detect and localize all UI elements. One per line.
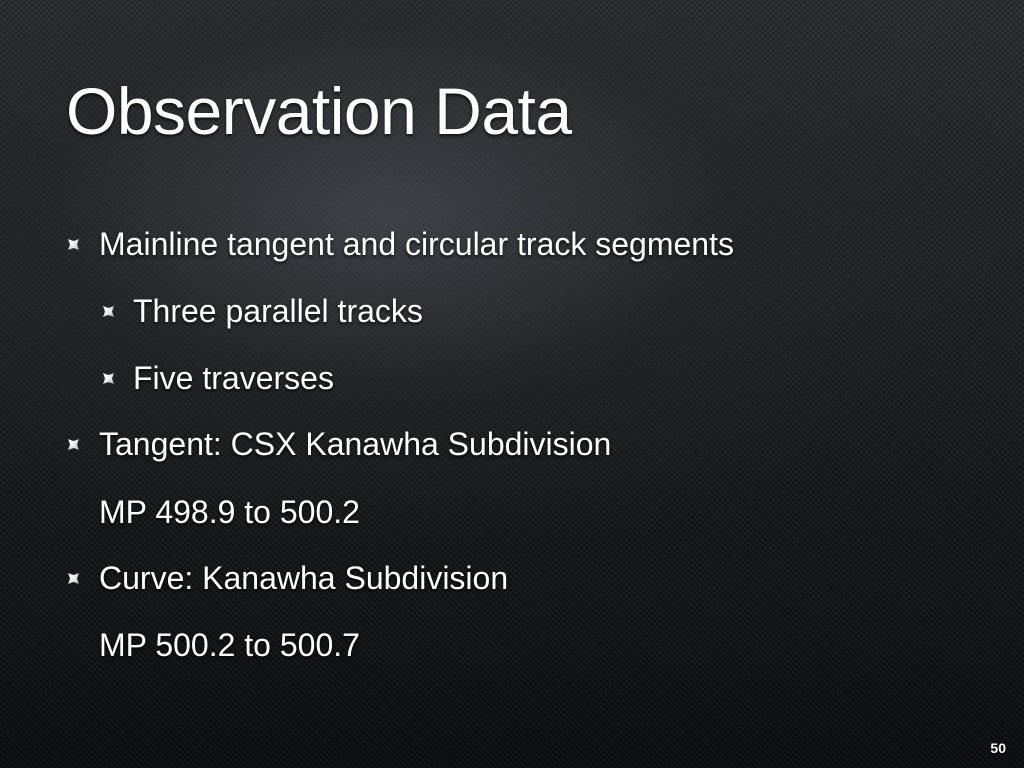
bullet-text: Tangent: CSX Kanawha Subdivision	[99, 426, 612, 462]
bullet-marker-icon	[68, 239, 79, 250]
bullet-marker-icon	[103, 306, 114, 317]
bullet-text: MP 498.9 to 500.2	[99, 494, 360, 530]
bullet-text: Three parallel tracks	[133, 293, 423, 329]
slide-title: Observation Data	[66, 74, 572, 148]
bullet-text: Curve: Kanawha Subdivision	[99, 560, 509, 596]
bullet-marker-icon	[103, 373, 114, 384]
bullet-marker-icon	[68, 573, 79, 584]
page-number: 50	[990, 740, 1006, 756]
bullet-text: Five traverses	[133, 360, 334, 396]
bullet-text: Mainline tangent and circular track segm…	[99, 226, 734, 262]
bullet-marker-icon	[68, 439, 79, 450]
bullet-text: MP 500.2 to 500.7	[99, 627, 360, 663]
